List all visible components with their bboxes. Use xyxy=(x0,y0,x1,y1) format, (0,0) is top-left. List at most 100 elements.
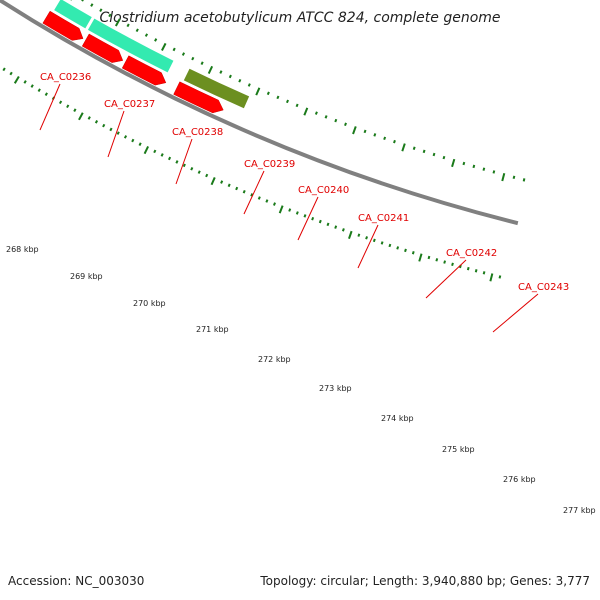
scale-label: 270 kbp xyxy=(133,299,166,308)
minor-tick xyxy=(462,161,466,166)
major-tick xyxy=(489,273,494,282)
minor-tick xyxy=(474,269,478,273)
minor-tick xyxy=(482,167,486,171)
minor-tick xyxy=(303,214,307,218)
minor-tick xyxy=(435,258,439,262)
minor-tick xyxy=(228,74,232,79)
minor-tick xyxy=(138,142,142,146)
minor-tick xyxy=(266,91,270,96)
minor-tick xyxy=(265,199,269,203)
gene-labels: CA_C0236 CA_C0237 CA_C0238 CA_C0239 CA_C0240… xyxy=(39,72,569,333)
minor-tick xyxy=(44,92,48,97)
gene-feature xyxy=(54,0,92,29)
gene-feature xyxy=(183,68,250,109)
major-tick xyxy=(13,75,20,84)
minor-tick xyxy=(372,238,376,243)
minor-tick xyxy=(334,118,338,123)
minor-tick xyxy=(90,3,94,7)
leader-line xyxy=(297,196,319,241)
cds-arrow xyxy=(42,10,84,41)
cds-arrow xyxy=(173,81,224,114)
minor-tick xyxy=(512,175,516,180)
minor-tick xyxy=(247,83,251,87)
scale-label: 272 kbp xyxy=(258,355,291,364)
minor-tick xyxy=(109,127,113,132)
minor-tick xyxy=(314,111,318,115)
leader-line xyxy=(39,83,61,131)
minor-tick xyxy=(182,163,186,168)
minor-tick xyxy=(131,138,135,143)
major-tick xyxy=(78,112,84,121)
minor-tick xyxy=(411,251,415,255)
minor-tick xyxy=(23,80,27,84)
minor-tick xyxy=(81,0,84,2)
major-tick xyxy=(501,172,506,182)
gene-label: CA_C0242 xyxy=(446,248,497,259)
minor-tick xyxy=(472,164,476,169)
major-tick xyxy=(210,177,216,186)
minor-tick xyxy=(190,166,194,171)
minor-tick xyxy=(357,233,361,237)
minor-tick xyxy=(443,260,447,264)
minor-tick xyxy=(422,149,426,154)
major-tick xyxy=(418,253,423,262)
upper-tick-track xyxy=(70,0,526,182)
major-tick xyxy=(451,158,456,168)
minor-tick xyxy=(432,152,436,157)
minor-tick xyxy=(404,248,407,253)
gene-track xyxy=(54,0,250,109)
leader-line xyxy=(357,224,379,269)
minor-tick xyxy=(102,123,106,128)
cds-arrow xyxy=(81,33,124,63)
minor-tick xyxy=(295,211,299,215)
minor-tick xyxy=(175,160,179,164)
minor-tick xyxy=(135,28,139,33)
minor-tick xyxy=(498,275,502,279)
minor-tick xyxy=(341,228,345,232)
leader-line xyxy=(107,110,125,158)
minor-tick xyxy=(276,95,280,100)
minor-tick xyxy=(172,47,176,52)
minor-tick xyxy=(288,208,292,212)
minor-tick xyxy=(388,243,392,248)
leader-line xyxy=(492,293,539,333)
major-tick xyxy=(255,87,261,96)
scale-label: 277 kbp xyxy=(563,506,596,515)
minor-tick xyxy=(58,100,63,105)
minor-tick xyxy=(9,71,13,76)
minor-tick xyxy=(154,38,158,42)
minor-tick xyxy=(116,131,120,135)
minor-tick xyxy=(295,103,299,108)
minor-tick xyxy=(219,70,223,74)
minor-tick xyxy=(66,104,70,109)
minor-tick xyxy=(393,139,396,144)
scale-labels: 268 kbp 269 kbp 270 kbp 271 kbp 272 kbp 273 k… xyxy=(6,245,596,515)
minor-tick xyxy=(144,33,149,37)
minor-tick xyxy=(37,88,41,92)
minor-tick xyxy=(220,180,224,184)
scale-label: 276 kbp xyxy=(503,475,536,484)
scale-label: 273 kbp xyxy=(319,384,352,393)
minor-tick xyxy=(522,178,526,182)
minor-tick xyxy=(442,155,446,160)
minor-tick xyxy=(380,241,384,245)
gene-label: CA_C0241 xyxy=(358,213,409,224)
gene-label: CA_C0240 xyxy=(298,185,349,196)
leader-line xyxy=(425,259,467,299)
minor-tick xyxy=(2,67,6,72)
minor-tick xyxy=(334,225,338,229)
minor-tick xyxy=(492,170,496,174)
major-tick xyxy=(278,205,284,214)
scale-label: 271 kbp xyxy=(196,325,229,334)
major-tick xyxy=(348,230,353,240)
minor-tick xyxy=(326,222,330,227)
major-tick xyxy=(161,42,167,51)
major-tick xyxy=(114,18,121,27)
minor-tick xyxy=(273,202,276,206)
minor-tick xyxy=(482,271,486,275)
minor-tick xyxy=(30,84,34,88)
minor-tick xyxy=(396,246,400,250)
minor-tick xyxy=(344,122,347,127)
genome-stats-text: Topology: circular; Length: 3,940,880 bp… xyxy=(260,574,590,588)
